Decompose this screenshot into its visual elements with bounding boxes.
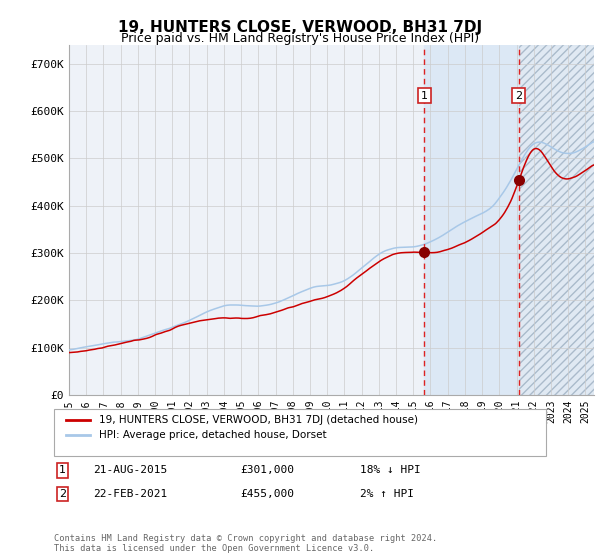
Text: 1: 1: [59, 465, 66, 475]
Text: 21-AUG-2015: 21-AUG-2015: [93, 465, 167, 475]
Text: Price paid vs. HM Land Registry's House Price Index (HPI): Price paid vs. HM Land Registry's House …: [121, 32, 479, 45]
Text: Contains HM Land Registry data © Crown copyright and database right 2024.
This d: Contains HM Land Registry data © Crown c…: [54, 534, 437, 553]
Text: £301,000: £301,000: [240, 465, 294, 475]
Text: 22-FEB-2021: 22-FEB-2021: [93, 489, 167, 499]
Bar: [519, 45, 600, 395]
Text: 2: 2: [515, 91, 523, 101]
Text: 19, HUNTERS CLOSE, VERWOOD, BH31 7DJ: 19, HUNTERS CLOSE, VERWOOD, BH31 7DJ: [118, 20, 482, 35]
Text: 18% ↓ HPI: 18% ↓ HPI: [360, 465, 421, 475]
Text: 2% ↑ HPI: 2% ↑ HPI: [360, 489, 414, 499]
Bar: [424, 45, 519, 395]
Bar: [519, 45, 600, 395]
Text: 19, HUNTERS CLOSE, VERWOOD, BH31 7DJ (detached house): 19, HUNTERS CLOSE, VERWOOD, BH31 7DJ (de…: [99, 416, 418, 425]
Text: HPI: Average price, detached house, Dorset: HPI: Average price, detached house, Dors…: [99, 431, 326, 440]
Text: 2: 2: [59, 489, 66, 499]
Bar: [519, 45, 600, 395]
Text: £455,000: £455,000: [240, 489, 294, 499]
Text: 1: 1: [421, 91, 428, 101]
